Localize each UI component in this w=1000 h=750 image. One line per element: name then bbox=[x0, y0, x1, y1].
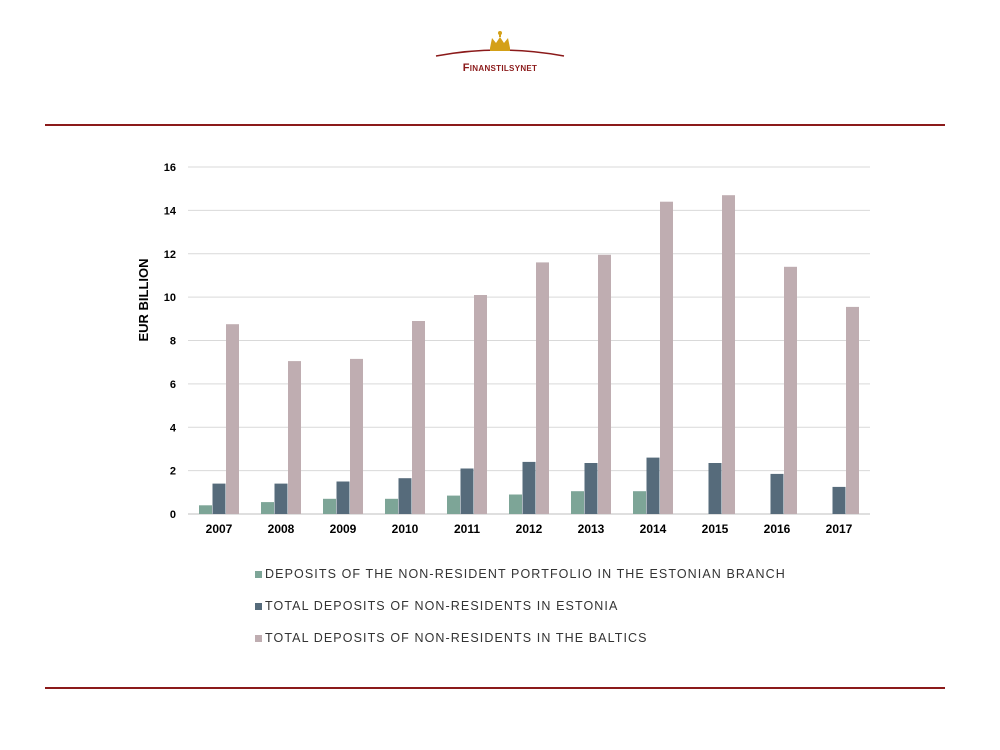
bar-series-3-2009 bbox=[350, 358, 363, 514]
legend-label: TOTAL DEPOSITS OF NON-RESIDENTS IN ESTON… bbox=[265, 599, 619, 613]
x-tick-label: 2011 bbox=[454, 522, 480, 536]
bar-series-3-2010 bbox=[412, 321, 425, 514]
legend-label: DEPOSITS OF THE NON-RESIDENT PORTFOLIO I… bbox=[265, 567, 786, 581]
y-tick-label: 16 bbox=[164, 162, 176, 174]
top-divider bbox=[45, 124, 945, 126]
y-tick-labels: 0 2 4 6 8 10 12 14 16 bbox=[164, 162, 177, 521]
legend-swatch bbox=[255, 570, 262, 578]
y-tick-label: 12 bbox=[164, 249, 176, 261]
bar-series-3-2014 bbox=[660, 201, 673, 514]
bar-series-2-2017 bbox=[832, 486, 846, 514]
legend-swatch bbox=[255, 634, 262, 642]
y-tick-label: 8 bbox=[170, 336, 176, 348]
bar-series-3-2011 bbox=[474, 295, 487, 514]
y-tick-label: 4 bbox=[170, 422, 177, 434]
x-tick-label: 2016 bbox=[764, 522, 791, 536]
x-tick-label: 2007 bbox=[206, 522, 233, 536]
bar-series-3-2015 bbox=[722, 195, 735, 514]
bar-series-2-2010 bbox=[398, 478, 412, 514]
bar-series-1-2012 bbox=[509, 494, 522, 514]
bar-series-3-2007 bbox=[226, 324, 239, 514]
legend-swatch bbox=[255, 602, 262, 610]
chart-legend: DEPOSITS OF THE NON-RESIDENT PORTFOLIO I… bbox=[255, 566, 786, 662]
bar-series-3-2008 bbox=[288, 361, 301, 514]
x-tick-label: 2017 bbox=[826, 522, 853, 536]
bar-series-2-2011 bbox=[460, 468, 474, 514]
bar-series-3-2012 bbox=[536, 262, 549, 514]
bar-series-2-2013 bbox=[584, 463, 598, 514]
bar-series-2-2008 bbox=[274, 483, 288, 514]
x-tick-labels: 2007 2008 2009 2010 2011 2012 2013 2014 2015 2016… bbox=[206, 522, 853, 536]
bar-series-3-2013 bbox=[598, 254, 611, 515]
finanstilsynet-logo: Finanstilsynet bbox=[430, 28, 570, 78]
y-tick-label: 0 bbox=[170, 509, 176, 521]
x-tick-label: 2015 bbox=[702, 522, 729, 536]
legend-item: TOTAL DEPOSITS OF NON-RESIDENTS IN ESTON… bbox=[255, 598, 786, 614]
x-tick-label: 2010 bbox=[392, 522, 419, 536]
bottom-divider bbox=[45, 687, 945, 689]
bar-series-1-2013 bbox=[571, 491, 584, 514]
bar-series-3-2017 bbox=[846, 306, 859, 514]
bar-series-1-2007 bbox=[199, 505, 212, 514]
crown-icon bbox=[435, 31, 565, 57]
bar-series-1-2009 bbox=[323, 498, 336, 514]
bar-series-2-2014 bbox=[646, 457, 660, 514]
bar-series-3-2016 bbox=[784, 266, 797, 514]
bars bbox=[199, 195, 859, 515]
bar-series-2-2007 bbox=[212, 483, 226, 514]
y-tick-label: 14 bbox=[164, 205, 177, 217]
x-tick-label: 2013 bbox=[578, 522, 605, 536]
gridlines bbox=[188, 166, 870, 515]
bar-series-1-2014 bbox=[633, 491, 646, 514]
y-tick-label: 6 bbox=[170, 379, 176, 391]
x-tick-label: 2012 bbox=[516, 522, 543, 536]
y-axis-label: EUR BILLION bbox=[136, 258, 151, 341]
bar-series-2-2015 bbox=[708, 463, 722, 514]
bar-series-2-2016 bbox=[770, 473, 784, 514]
logo-text: Finanstilsynet bbox=[462, 62, 538, 74]
legend-item: TOTAL DEPOSITS OF NON-RESIDENTS IN THE B… bbox=[255, 630, 786, 646]
y-tick-label: 10 bbox=[164, 292, 176, 304]
legend-item: DEPOSITS OF THE NON-RESIDENT PORTFOLIO I… bbox=[255, 566, 786, 582]
bar-series-1-2011 bbox=[447, 495, 460, 514]
bar-series-2-2012 bbox=[522, 461, 536, 514]
bar-series-1-2008 bbox=[261, 502, 274, 514]
bar-series-2-2009 bbox=[336, 481, 350, 514]
x-tick-label: 2008 bbox=[268, 522, 295, 536]
bar-series-1-2010 bbox=[385, 498, 398, 514]
y-tick-label: 2 bbox=[170, 466, 176, 478]
legend-label: TOTAL DEPOSITS OF NON-RESIDENTS IN THE B… bbox=[265, 631, 648, 645]
x-tick-label: 2009 bbox=[330, 522, 357, 536]
x-tick-label: 2014 bbox=[640, 522, 667, 536]
